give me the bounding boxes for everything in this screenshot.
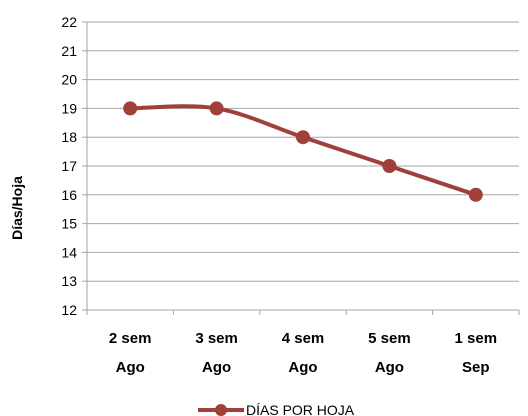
y-axis-ticks: 12 13 14 15 16 17 18 19 20 21 22	[61, 14, 87, 318]
series-layer	[123, 101, 483, 202]
data-point-1	[209, 101, 224, 116]
y-axis-label: Días/Hoja	[9, 176, 25, 240]
y-tick-label-17: 17	[61, 158, 77, 174]
y-tick-label-19: 19	[61, 100, 77, 116]
y-tick-label-16: 16	[61, 187, 77, 203]
x-tick-label-3: 5 sem Ago	[368, 330, 411, 376]
y-tick-label-12: 12	[61, 302, 77, 318]
gridlines	[87, 21, 519, 311]
data-point-0	[123, 101, 138, 116]
y-tick-label-21: 21	[61, 43, 77, 59]
y-tick-label-15: 15	[61, 216, 77, 232]
data-point-2	[296, 130, 310, 145]
series-line-0	[130, 104, 477, 197]
legend-series-label: DÍAS POR HOJA	[246, 402, 355, 416]
x-tick-label-2: 4 sem Ago	[282, 330, 325, 376]
x-axis-ticks: 2 sem Ago 3 sem Ago 4 sem Ago 5 sem Ago 1 sem Sep	[86, 310, 520, 376]
x-tick-label-0: 2 sem Ago	[109, 330, 152, 376]
y-tick-label-22: 22	[61, 14, 77, 30]
y-tick-label-18: 18	[61, 129, 77, 145]
data-point-3	[382, 159, 397, 173]
y-tick-label-20: 20	[61, 72, 77, 88]
y-tick-label-14: 14	[61, 244, 77, 260]
x-tick-label-1: 3 sem Ago	[195, 330, 238, 376]
data-point-4	[468, 187, 483, 202]
legend-series-marker	[215, 404, 227, 416]
x-tick-label-4: 1 sem Sep	[455, 330, 498, 376]
legend: DÍAS POR HOJA	[198, 402, 355, 416]
y-tick-label-13: 13	[61, 273, 77, 289]
